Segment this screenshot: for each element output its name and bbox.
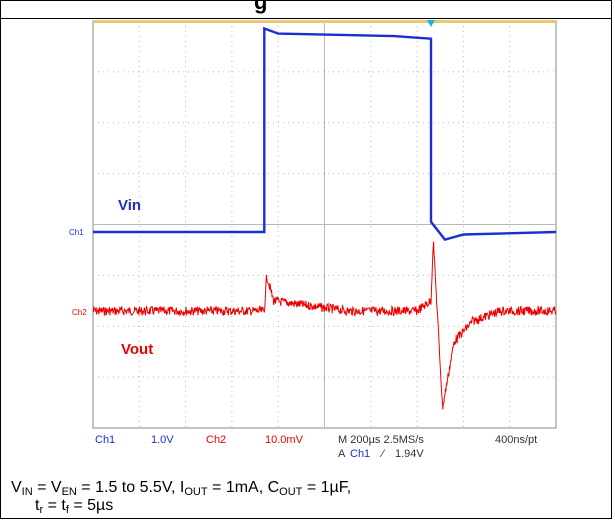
readout-timebase: M 200µs 2.5MS/s <box>338 434 424 446</box>
scope-grid <box>92 20 557 429</box>
title-fragment-text: g <box>254 1 268 14</box>
readout-ch1: Ch1 <box>95 434 115 446</box>
scope-traces <box>92 20 557 410</box>
readout-ch2: Ch2 <box>206 434 226 446</box>
caption-line-1: VIN = VEN = 1.5 to 5.5V, IOUT = 1mA, COU… <box>11 479 352 498</box>
readout-trigger-channel: Ch1 <box>350 448 370 460</box>
readout-trigger-level: 1.94V <box>395 448 424 460</box>
vout-trace <box>92 241 557 410</box>
vin-label: Vin <box>118 197 141 214</box>
readout-trigger: A <box>338 448 346 460</box>
readout-ch2-scale: 10.0mV <box>265 434 304 446</box>
vout-label: Vout <box>121 341 153 358</box>
readout-record: 400ns/pt <box>495 434 537 446</box>
ch2-ground-marker: Ch2 <box>72 308 87 317</box>
readout-trigger-slope: ∕ <box>379 448 386 460</box>
figure-title-fragment: g <box>1 1 611 19</box>
trigger-position-marker <box>426 20 435 27</box>
caption-line-2: tr = tf = 5µs <box>35 497 114 516</box>
ch1-ground-marker: Ch1 <box>69 228 84 237</box>
vin-trace <box>93 26 557 241</box>
top-status-bar <box>93 20 556 23</box>
readout-ch1-scale: 1.0V <box>151 434 174 446</box>
